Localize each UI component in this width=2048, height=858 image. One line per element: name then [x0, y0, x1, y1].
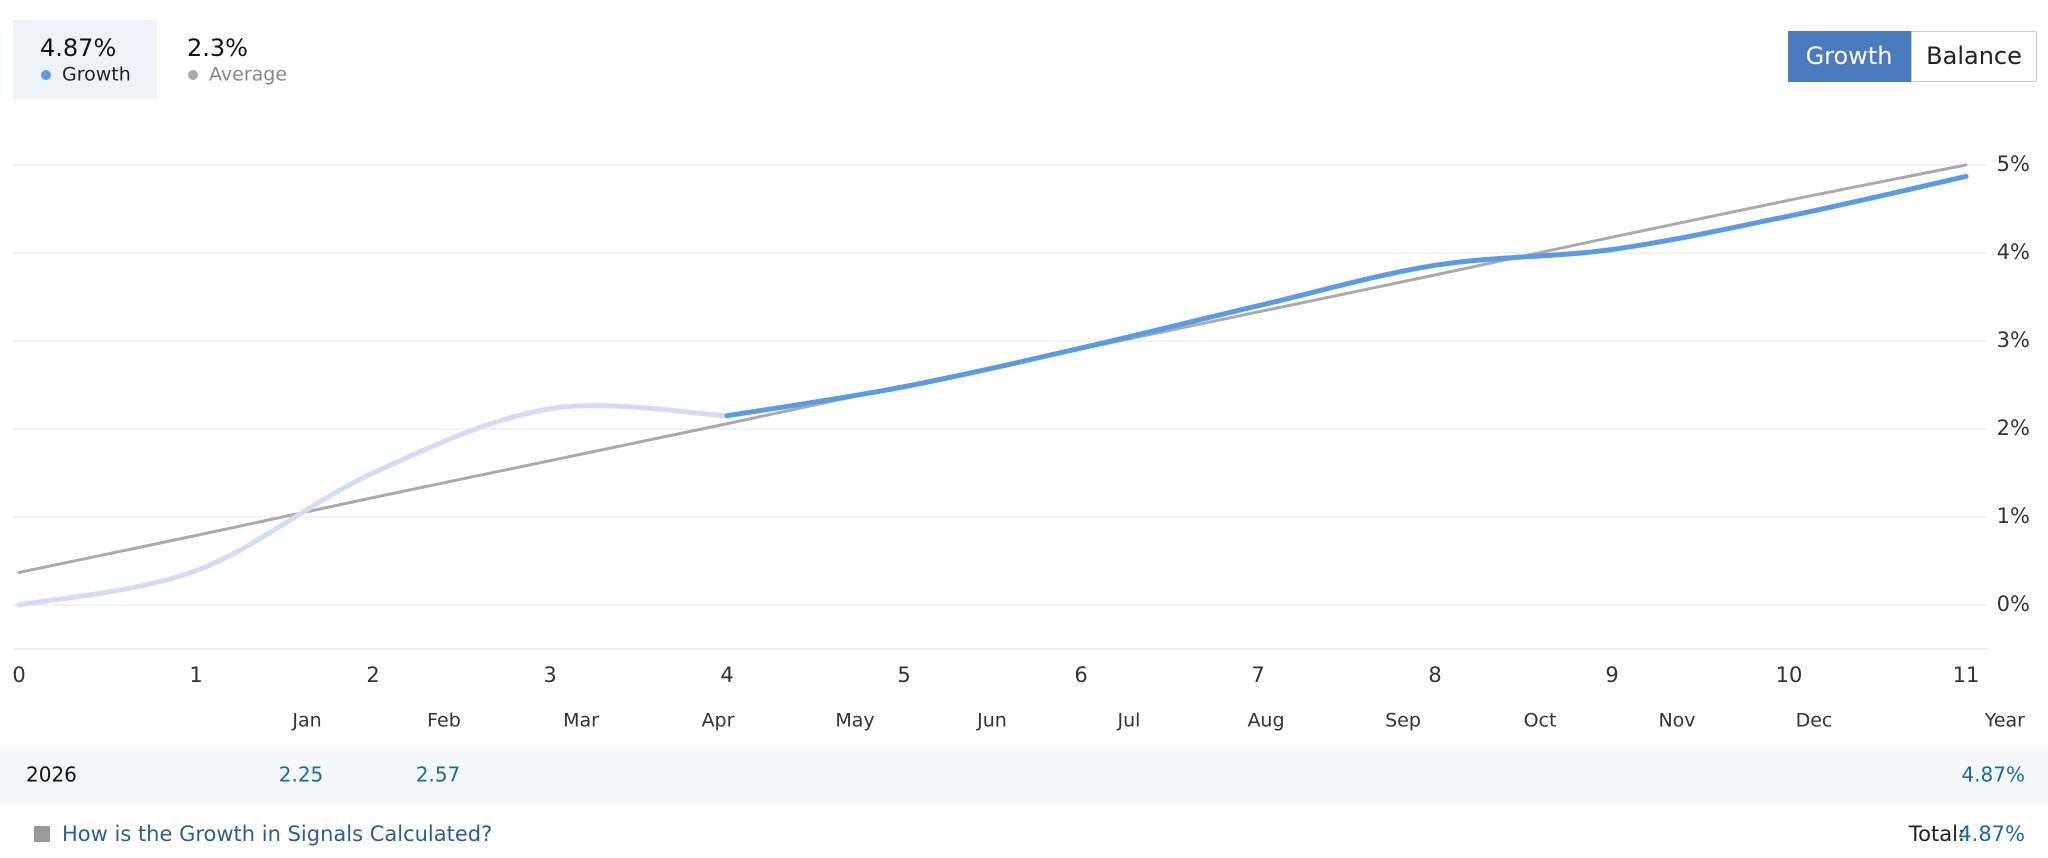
table-row-bg	[0, 746, 2048, 805]
y-tick-label: 4%	[1997, 240, 2030, 264]
y-tick-label: 2%	[1997, 416, 2030, 440]
summary-label: Average	[209, 64, 287, 86]
x-tick-label: 8	[1428, 663, 1441, 687]
month-value: 2.57	[416, 763, 461, 787]
month-header: Oct	[1524, 710, 1557, 732]
month-header: Mar	[563, 710, 599, 732]
x-tick-label: 5	[897, 663, 910, 687]
y-tick-label: 3%	[1997, 328, 2030, 352]
row-year: 2026	[26, 763, 77, 787]
summary-active-bg	[13, 20, 157, 99]
button-label[interactable]: Growth	[1806, 42, 1893, 70]
total-label: Total:	[1908, 822, 1965, 846]
legend-dot	[41, 70, 51, 80]
y-tick-label: 5%	[1997, 152, 2030, 176]
button-balance[interactable]	[1911, 31, 2037, 82]
x-tick-label: 1	[189, 663, 202, 687]
month-header: Jan	[291, 710, 321, 732]
month-header: Feb	[427, 710, 461, 732]
button-label[interactable]: Balance	[1926, 42, 2022, 70]
growth-line-faded	[16, 403, 730, 608]
x-tick-label: 7	[1251, 663, 1264, 687]
month-header: Aug	[1247, 710, 1284, 732]
link-icon	[34, 826, 50, 842]
y-tick-label: 0%	[1997, 592, 2030, 616]
x-tick-label: 11	[1953, 663, 1980, 687]
month-header: May	[835, 710, 874, 732]
month-header: Nov	[1658, 710, 1695, 732]
month-header: Jun	[976, 710, 1007, 732]
help-link[interactable]: How is the Growth in Signals Calculated?	[62, 822, 492, 846]
x-tick-label: 4	[720, 663, 733, 687]
x-tick-label: 6	[1074, 663, 1087, 687]
summary-label: Growth	[62, 64, 131, 86]
x-tick-label: 0	[12, 663, 25, 687]
x-tick-label: 2	[366, 663, 379, 687]
month-value: 2.25	[279, 763, 324, 787]
month-header: Sep	[1385, 710, 1421, 732]
summary-value: 2.3%	[187, 34, 248, 62]
button-growth[interactable]	[1788, 31, 1911, 82]
summary-value: 4.87%	[40, 34, 116, 62]
x-tick-label: 9	[1605, 663, 1618, 687]
month-header: Year	[1984, 710, 2025, 732]
month-header: Jul	[1117, 710, 1141, 732]
growth-line	[724, 173, 1969, 419]
y-tick-label: 1%	[1997, 504, 2030, 528]
x-tick-label: 10	[1776, 663, 1803, 687]
month-value: 4.87%	[1961, 763, 2025, 787]
legend-dot	[188, 70, 198, 80]
total-value: 4.87%	[1958, 822, 2025, 846]
month-header: Dec	[1796, 710, 1833, 732]
x-tick-label: 3	[543, 663, 556, 687]
month-header: Apr	[702, 710, 735, 732]
